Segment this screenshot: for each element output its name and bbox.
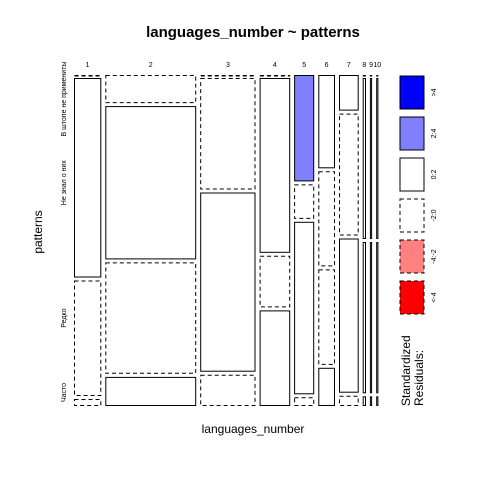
mosaic-tile-4-3 [259,255,291,308]
y-axis-label: patterns [31,210,45,253]
x-tick-label: 3 [226,62,230,69]
mosaic-tile-5-2 [294,184,315,219]
mosaic-tile-10-1 [376,75,379,77]
mosaic-tile-1-4 [74,399,102,406]
legend-swatch [399,75,425,110]
mosaic-tile-4-4 [259,310,291,406]
mosaic-tile-5-4 [294,397,315,406]
legend-label: 2:4 [431,129,438,139]
legend-swatch [399,157,425,192]
x-axis-label: languages_number [202,422,305,436]
mosaic-tile-2-3 [105,262,197,374]
legend-swatch [399,198,425,233]
legend-label: <-4 [431,292,438,302]
mosaic-tile-1-2 [74,78,102,278]
mosaic-tile-4-1 [259,75,291,77]
mosaic-tile-10-3 [376,242,379,394]
y-tick-label: Часто [61,383,68,402]
mosaic-tile-7-3 [339,238,359,393]
x-tick-label: 1 [86,62,90,69]
x-tick-label: 9 [369,62,373,69]
x-tick-label: 7 [347,62,351,69]
mosaic-tiles [74,75,379,407]
y-tick-labels: В штопе не примениты Не знал о них Редко Ча… [61,62,68,402]
y-tick-label: Редко [61,308,68,327]
mosaic-tile-3-4 [200,374,256,407]
mosaic-tile-5-1 [294,75,315,182]
x-tick-label: 8 [362,62,366,69]
legend-label: 0:2 [431,170,438,180]
mosaic-tile-6-4 [318,367,335,406]
x-tick-labels: 1 2 3 4 5 6 7 8 9 10 [86,62,382,69]
mosaic-tile-2-4 [105,376,197,406]
mosaic-tile-1-3 [74,280,102,396]
legend-label: -4:-2 [431,249,438,264]
mosaic-tile-9-3 [369,242,373,394]
mosaic-tile-9-1 [369,75,373,77]
legend-label: >4 [431,88,438,96]
mosaic-tile-3-2 [200,78,256,190]
mosaic-tile-8-3 [362,242,367,394]
legend-title: StandardizedResiduals: [399,335,426,406]
mosaic-tile-8-2 [362,78,367,239]
mosaic-tile-3-1 [200,75,256,77]
mosaic-tile-7-4 [339,395,359,407]
mosaic-tile-7-2 [339,113,359,236]
legend-swatch [399,239,425,274]
mosaic-tile-6-1 [318,75,335,169]
mosaic-tile-10-4 [376,396,379,406]
mosaic-tile-10-2 [376,78,379,239]
mosaic-tile-6-2 [318,171,335,267]
legend: >4 2:4 0:2 -2:0 -4:-2 <-4 StandardizedResidual… [399,75,438,406]
mosaic-tile-8-4 [362,396,367,406]
legend-label: -2:0 [431,209,438,221]
x-tick-label: 4 [273,62,277,69]
mosaic-tile-8-1 [362,75,367,77]
mosaic-tile-3-3 [200,192,256,372]
legend-swatch [399,116,425,151]
mosaic-tile-6-3 [318,269,335,365]
x-tick-label: 6 [325,62,329,69]
mosaic-tile-2-1 [105,75,197,104]
mosaic-tile-2-2 [105,106,197,260]
x-tick-label: 10 [373,62,381,69]
x-tick-label: 2 [149,62,153,69]
mosaic-tile-9-2 [369,78,373,239]
mosaic-tile-4-2 [259,78,291,253]
mosaic-tile-1-1 [74,75,102,77]
y-tick-label: В штопе не примениты [61,62,68,137]
mosaic-tile-9-4 [369,396,373,406]
mosaic-tile-7-1 [339,75,359,111]
y-tick-label: Не знал о них [61,160,68,206]
mosaic-tile-5-3 [294,221,315,395]
chart-title: languages_number ~ patterns [146,24,360,41]
x-tick-label: 5 [302,62,306,69]
legend-swatch [399,280,425,315]
